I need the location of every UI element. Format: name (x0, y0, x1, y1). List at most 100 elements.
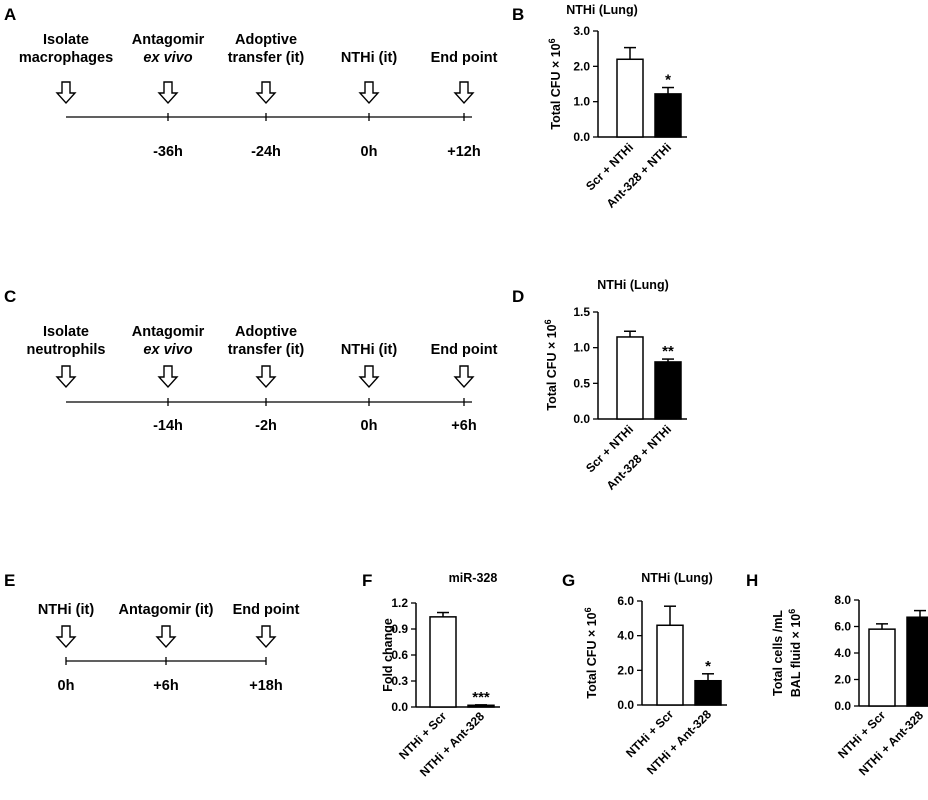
down-arrow-icon (453, 365, 475, 389)
time-label: 0h (361, 418, 378, 434)
time-label: +12h (447, 144, 480, 160)
time-label: -36h (153, 144, 183, 160)
down-arrow-icon (358, 365, 380, 389)
y-tick-label: 4.0 (617, 629, 634, 643)
y-axis-label-text: Fold change (381, 618, 395, 692)
y-axis-label: Total CFU × 106 (543, 319, 559, 410)
y-tick-label: 0.0 (834, 699, 851, 713)
y-tick-label: 1.0 (573, 95, 590, 109)
panel-letter-e: E (4, 571, 15, 590)
y-tick-label: 0.3 (391, 674, 408, 688)
step-label: Antagomir (132, 324, 205, 340)
y-tick-label: 6.0 (617, 594, 634, 608)
y-axis-label: Total cells /mL (771, 610, 785, 696)
y-tick-label: 2.0 (573, 59, 590, 73)
down-arrow-icon (358, 81, 380, 105)
down-arrow-icon (55, 81, 77, 105)
bar-control (616, 58, 644, 138)
y-axis-label-line2: BAL fluid × 106 (787, 609, 803, 697)
bar-treated (654, 361, 682, 420)
panel-letter-f: F (362, 571, 372, 590)
step-label: NTHi (it) (341, 50, 398, 66)
panel-letter-g: G (562, 571, 575, 590)
panel-letter-b: B (512, 5, 524, 24)
category-label: Ant-328 + NTHi (604, 140, 674, 210)
time-label: 0h (58, 678, 75, 694)
panel-letter-h: H (746, 571, 758, 590)
bar-control (429, 616, 457, 708)
timeline-e: NTHi (it) 0h Antagomir (it) +6h End point +18… (38, 602, 300, 694)
y-tick-label: 6.0 (834, 620, 851, 634)
y-axis-label-text: Total CFU × 10 (585, 612, 599, 698)
step-label: neutrophils (27, 342, 106, 358)
step-label: Antagomir (132, 32, 205, 48)
significance-marker: *** (472, 689, 490, 706)
y-tick-label: 0.0 (391, 700, 408, 714)
y-tick-label: 0.9 (391, 622, 408, 636)
bar-control (616, 336, 644, 420)
down-arrow-icon (157, 81, 179, 105)
y-tick-label: 1.2 (391, 596, 408, 610)
y-axis-label-text: BAL fluid × 10 (789, 614, 803, 698)
y-tick-label: 1.5 (573, 305, 590, 319)
timeline-c: Isolate neutrophils Antagomir ex vivo -14h Ad… (27, 324, 498, 434)
time-label: 0h (361, 144, 378, 160)
down-arrow-icon (155, 625, 177, 649)
bar-treated (906, 616, 928, 707)
step-label: NTHi (it) (38, 602, 95, 618)
significance-marker: ** (662, 343, 674, 360)
y-axis-label-exponent: 6 (583, 607, 593, 612)
time-label: +18h (249, 678, 282, 694)
step-label: macrophages (19, 50, 113, 66)
y-tick-label: 8.0 (834, 593, 851, 607)
down-arrow-icon (55, 625, 77, 649)
step-label: transfer (it) (228, 342, 305, 358)
time-label: -14h (153, 418, 183, 434)
step-label: End point (233, 602, 300, 618)
time-label: -24h (251, 144, 281, 160)
time-label: +6h (451, 418, 476, 434)
y-axis-label: Total CFU × 106 (547, 38, 563, 129)
down-arrow-icon (255, 81, 277, 105)
bar-treated (467, 704, 495, 708)
down-arrow-icon (157, 365, 179, 389)
timeline-a: Isolate macrophages Antagomir ex vivo -36h Ad… (19, 32, 498, 160)
step-label: End point (431, 342, 498, 358)
significance-marker: * (665, 72, 671, 89)
down-arrow-icon (255, 365, 277, 389)
panel-letter-c: C (4, 287, 16, 306)
y-tick-label: 0.0 (573, 412, 590, 426)
step-label: Isolate (43, 32, 89, 48)
chart-title: miR-328 (449, 571, 498, 585)
step-label: ex vivo (143, 342, 192, 358)
bar-control (868, 628, 896, 707)
y-axis-label-exponent: 6 (547, 38, 557, 43)
y-tick-label: 3.0 (573, 24, 590, 38)
y-axis-label: Total CFU × 106 (583, 607, 599, 698)
panel-letter-a: A (4, 5, 16, 24)
significance-marker: * (705, 658, 711, 675)
bar-treated (654, 93, 682, 138)
bar-control (656, 624, 684, 706)
y-axis-label-exponent: 6 (543, 319, 553, 324)
y-tick-label: 0.0 (617, 698, 634, 712)
step-label: Isolate (43, 324, 89, 340)
y-tick-label: 1.0 (573, 341, 590, 355)
step-label: End point (431, 50, 498, 66)
y-tick-label: 2.0 (834, 673, 851, 687)
y-axis-label-text: Total CFU × 10 (549, 43, 563, 129)
bar-treated (694, 679, 722, 706)
y-tick-label: 2.0 (617, 663, 634, 677)
y-tick-label: 0.6 (391, 648, 408, 662)
y-tick-label: 0.5 (573, 376, 590, 390)
down-arrow-icon (453, 81, 475, 105)
step-label: ex vivo (143, 50, 192, 66)
category-label: Ant-328 + NTHi (604, 422, 674, 492)
y-axis-label: Fold change (381, 618, 395, 692)
